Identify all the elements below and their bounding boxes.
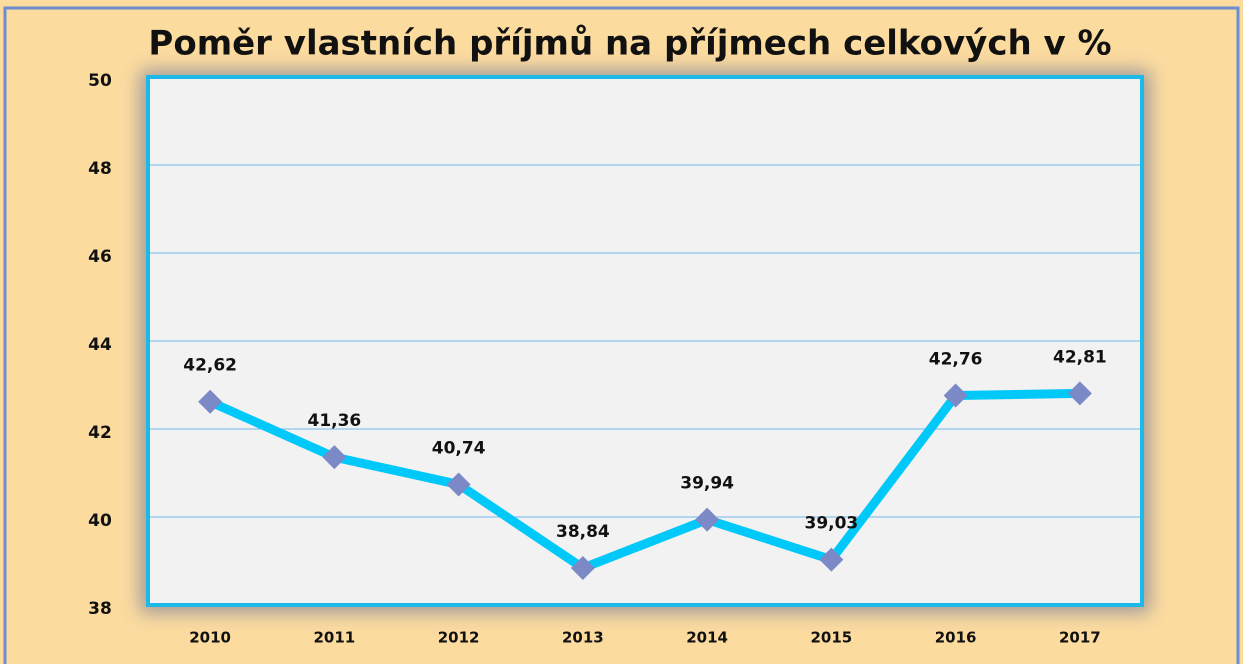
data-label: 42,76: [929, 350, 983, 370]
data-label: 42,81: [1053, 347, 1107, 367]
y-tick-label: 38: [88, 599, 112, 619]
x-tick-label: 2017: [1059, 629, 1101, 647]
data-label: 39,94: [680, 474, 734, 494]
marker: [1067, 381, 1092, 406]
x-tick-label: 2012: [438, 629, 480, 647]
marker: [446, 472, 471, 497]
marker: [570, 556, 595, 581]
x-tick-label: 2010: [189, 629, 231, 647]
y-tick-label: 42: [88, 423, 112, 443]
y-tick-label: 44: [88, 335, 112, 355]
chart-title: Poměr vlastních příjmů na příjmech celko…: [148, 24, 1111, 64]
marker: [819, 547, 844, 572]
x-tick-label: 2014: [686, 629, 728, 647]
data-label: 38,84: [556, 522, 610, 542]
marker: [198, 389, 223, 414]
line: [208, 388, 1080, 573]
y-tick-label: 50: [88, 71, 112, 91]
x-tick-label: 2011: [314, 629, 356, 647]
data-label: 39,03: [804, 514, 858, 534]
y-tick-label: 40: [88, 511, 112, 531]
data-label: 41,36: [307, 411, 361, 431]
marker: [695, 507, 720, 532]
plot-border: [146, 75, 1144, 607]
marker: [322, 445, 347, 470]
x-tick-label: 2013: [562, 629, 604, 647]
data-label: 42,62: [183, 356, 237, 376]
y-tick-label: 46: [88, 247, 112, 267]
frame: [3, 6, 1240, 664]
marker: [943, 383, 968, 408]
x-tick-label: 2015: [811, 629, 853, 647]
y-tick-label: 48: [88, 159, 112, 179]
x-tick-label: 2016: [935, 629, 977, 647]
data-label: 40,74: [432, 438, 486, 458]
